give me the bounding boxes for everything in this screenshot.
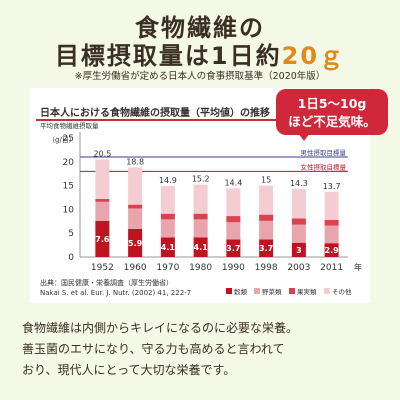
page-title-line1: 食物繊維の [135, 14, 265, 42]
x-tick-label: 2011 [320, 263, 343, 273]
chart-title: 日本人における食物繊維の摂取量（平均値）の推移 [40, 108, 270, 119]
bar-total-label: 15 [261, 176, 271, 185]
bar-segment [193, 237, 208, 257]
x-tick-label: 1952 [91, 263, 114, 273]
bar-segment [95, 201, 110, 221]
bar-segment [193, 213, 208, 220]
y-axis-unit: （g/日） [48, 136, 76, 144]
reference-line-label: 女性摂取目標量 [301, 162, 347, 171]
bar-total-label: 15.2 [192, 175, 210, 184]
y-tick-label: 15 [63, 182, 74, 192]
y-tick-label: 20 [63, 158, 75, 168]
legend-swatch [254, 288, 260, 294]
bar-segment [291, 188, 306, 219]
bar-segment [259, 185, 274, 215]
bar-segment [160, 213, 175, 220]
page-subtitle: ※厚生労働省が定める日本人の食事摂取基準（2020年版） [74, 71, 326, 82]
bar-segment [324, 191, 339, 220]
y-tick-label: 5 [68, 229, 74, 239]
bar-segment [226, 216, 241, 223]
x-tick-label: 1990 [222, 263, 245, 273]
bar-segment-label: 3.7 [226, 244, 240, 253]
y-tick-label: 10 [63, 205, 75, 215]
chart-source: 出典：国民健康・栄養調査（厚生労働省） Nakai S. et al. Eur.… [40, 278, 191, 298]
bar-total-label: 14.3 [290, 179, 308, 188]
bar-segment [291, 224, 306, 243]
bar-segment [128, 204, 143, 209]
bar-total-label: 14.4 [224, 178, 242, 187]
x-tick-label: 1960 [124, 263, 147, 273]
chart-title-rule [36, 119, 276, 121]
bar-segment-label: 3 [296, 246, 302, 255]
bar-segment-label: 5.9 [128, 239, 143, 248]
bar-segment-label: 7.6 [95, 235, 110, 244]
y-tick-label: 25 [63, 134, 74, 144]
bar-segment [259, 220, 274, 240]
source-line2: Nakai S. et al. Eur. J. Nutr. (2002) 41,… [40, 289, 192, 297]
bar-segment-label: 4.1 [161, 243, 176, 252]
bar-segment [95, 159, 110, 199]
page-title-line2: 目標摂取量は1日約20ｇ [0, 36, 400, 71]
bar-segment [128, 167, 143, 205]
bar-segment [160, 186, 175, 214]
bar-segment [226, 239, 241, 257]
bar-total-label: 14.9 [159, 176, 177, 185]
bar-total-label: 18.8 [126, 158, 144, 167]
bar-segment [324, 243, 339, 257]
x-tick-label: 2003 [287, 263, 310, 273]
callout-bubble: 1日5～10g ほど不足気味。 [276, 89, 388, 135]
bar-segment [259, 214, 274, 221]
bar-segment-label: 2.9 [325, 246, 340, 255]
legend-swatch [324, 288, 330, 294]
body-text-2: 善玉菌のエサになり、守る力も高めると言われて [22, 342, 285, 356]
bar-segment [95, 220, 110, 257]
title-prefix: 目標摂取量は1日約 [54, 42, 282, 70]
bar-total-label: 13.7 [323, 182, 341, 191]
bar-segment [160, 219, 175, 238]
bar-total-label: 20.5 [93, 149, 111, 158]
bar-segment [160, 237, 175, 257]
legend-label: 穀類 [234, 287, 248, 296]
legend-label: 野菜類 [262, 287, 282, 296]
bar-segment [193, 184, 208, 214]
bar-segment [324, 219, 339, 226]
body-text: 食物繊維は内側からキレイになるのに必要な栄養。 善玉菌のエサになり、守る力も高め… [22, 318, 382, 381]
bar-segment [226, 222, 241, 240]
bar-segment [193, 219, 208, 238]
bar-segment [128, 228, 143, 257]
body-text-1: 食物繊維は内側からキレイになるのに必要な栄養。 [22, 321, 299, 335]
source-line1: 出典：国民健康・栄養調査（厚生労働省） [40, 279, 173, 287]
x-tick-label: 1970 [156, 263, 179, 273]
legend-swatch [289, 288, 295, 294]
bar-segment [291, 242, 306, 257]
x-tick-label: 1980 [189, 263, 212, 273]
callout-line2: ほど不足気味。 [288, 114, 376, 129]
bar-segment [259, 239, 274, 257]
bar-segment [128, 208, 143, 229]
body-text-3: おり、現代人にとって大切な栄養です。 [22, 363, 236, 377]
bar-segment [226, 188, 241, 217]
y-axis-title: 平均食物繊維摂取量 [40, 121, 99, 130]
legend-label: 果実類 [297, 287, 317, 296]
bar-segment-label: 4.1 [194, 243, 209, 252]
reference-line-label: 男性摂取目標量 [301, 148, 347, 157]
bar-segment-label: 3.7 [259, 244, 273, 253]
legend-swatch [226, 288, 232, 294]
callout-line1: 1日5～10g [297, 96, 367, 111]
x-tick-label: 1998 [255, 263, 278, 273]
bar-segment [291, 218, 306, 225]
callout-tail [298, 133, 310, 141]
legend-label: その他 [332, 287, 352, 296]
y-tick-label: 0 [68, 253, 74, 263]
x-axis-unit: 年 [354, 262, 362, 272]
title-accent-amount: 20ｇ [281, 42, 346, 70]
bar-segment [324, 225, 339, 244]
bar-segment [95, 198, 110, 202]
